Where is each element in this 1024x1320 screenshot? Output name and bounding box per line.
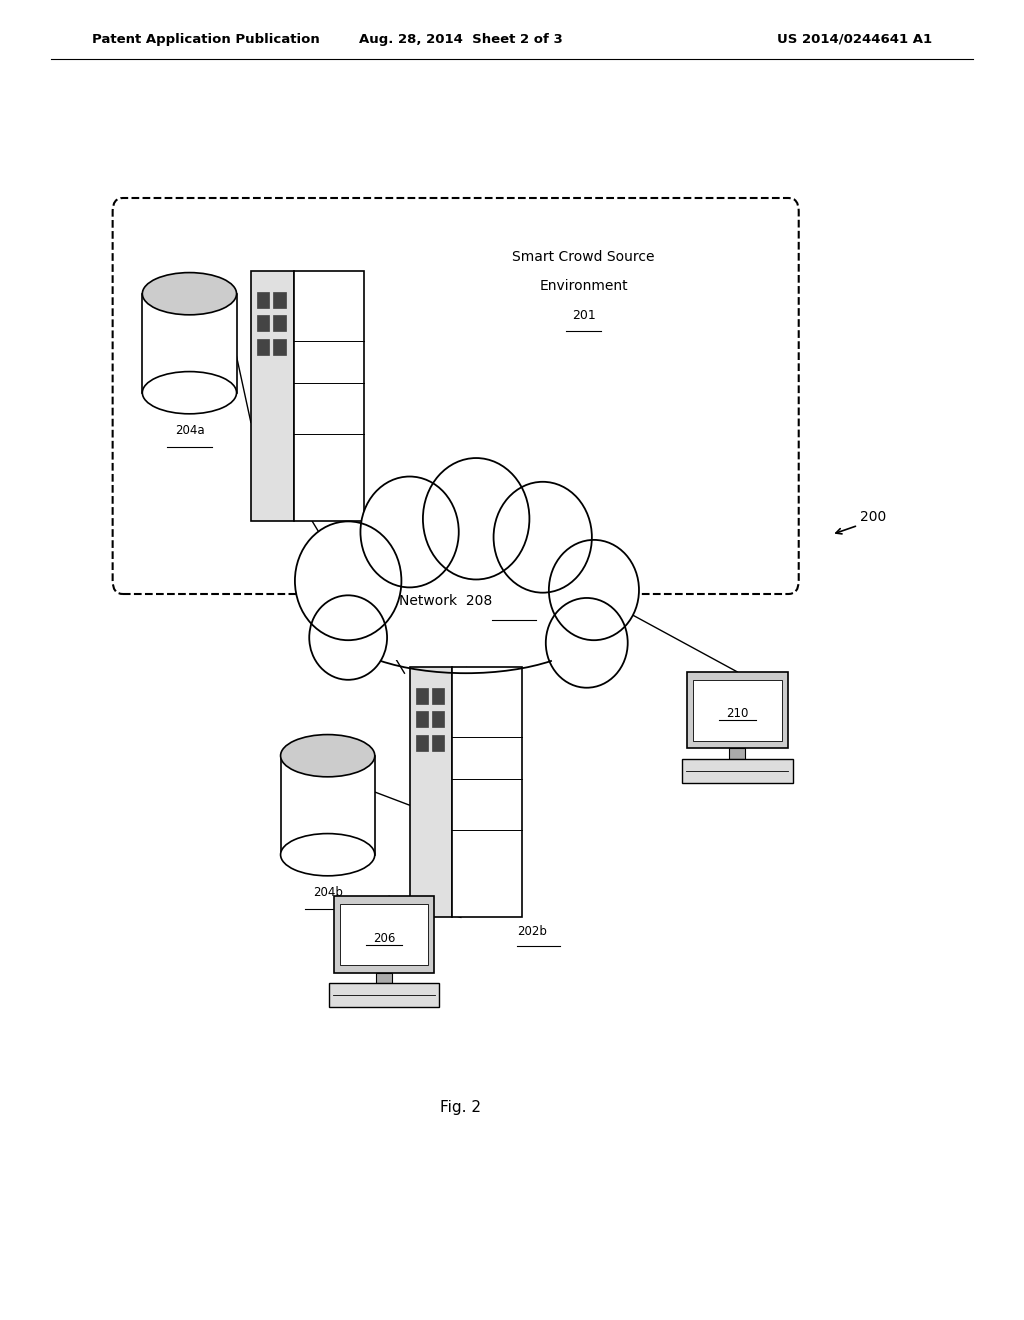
- Text: 200: 200: [860, 511, 887, 524]
- Text: 210: 210: [726, 708, 749, 721]
- Ellipse shape: [281, 834, 375, 876]
- Text: 202b: 202b: [517, 925, 547, 939]
- Ellipse shape: [360, 477, 459, 587]
- FancyBboxPatch shape: [410, 667, 453, 917]
- FancyBboxPatch shape: [343, 607, 589, 660]
- FancyBboxPatch shape: [453, 667, 522, 917]
- Ellipse shape: [338, 524, 594, 651]
- Ellipse shape: [309, 595, 387, 680]
- Ellipse shape: [549, 540, 639, 640]
- FancyBboxPatch shape: [729, 748, 745, 759]
- FancyBboxPatch shape: [693, 680, 781, 741]
- Text: Smart Crowd Source: Smart Crowd Source: [512, 249, 655, 264]
- Text: 204a: 204a: [175, 425, 204, 437]
- Ellipse shape: [423, 458, 529, 579]
- Text: Patent Application Publication: Patent Application Publication: [92, 33, 319, 46]
- FancyBboxPatch shape: [416, 735, 428, 751]
- Text: 204b: 204b: [312, 887, 343, 899]
- FancyBboxPatch shape: [687, 672, 787, 748]
- FancyBboxPatch shape: [273, 339, 286, 355]
- FancyBboxPatch shape: [432, 711, 444, 727]
- FancyBboxPatch shape: [113, 198, 799, 594]
- Ellipse shape: [494, 482, 592, 593]
- FancyBboxPatch shape: [376, 973, 392, 983]
- Ellipse shape: [142, 372, 237, 414]
- FancyBboxPatch shape: [682, 759, 793, 783]
- Text: Network  208: Network 208: [398, 594, 493, 607]
- Text: 206: 206: [373, 932, 395, 945]
- FancyBboxPatch shape: [329, 983, 439, 1007]
- FancyBboxPatch shape: [273, 292, 286, 308]
- FancyBboxPatch shape: [416, 688, 428, 704]
- Text: US 2014/0244641 A1: US 2014/0244641 A1: [777, 33, 932, 46]
- Ellipse shape: [546, 598, 628, 688]
- Text: 202a: 202a: [358, 529, 388, 543]
- FancyBboxPatch shape: [334, 896, 434, 973]
- FancyBboxPatch shape: [257, 315, 269, 331]
- FancyBboxPatch shape: [416, 711, 428, 727]
- FancyBboxPatch shape: [257, 339, 269, 355]
- FancyBboxPatch shape: [251, 271, 294, 521]
- Text: Aug. 28, 2014  Sheet 2 of 3: Aug. 28, 2014 Sheet 2 of 3: [359, 33, 562, 46]
- Ellipse shape: [295, 521, 401, 640]
- Text: 201: 201: [571, 309, 596, 322]
- Text: Environment: Environment: [540, 279, 628, 293]
- Ellipse shape: [281, 734, 375, 777]
- FancyBboxPatch shape: [432, 688, 444, 704]
- FancyBboxPatch shape: [281, 755, 375, 855]
- FancyBboxPatch shape: [432, 735, 444, 751]
- Ellipse shape: [142, 273, 237, 315]
- Text: Fig. 2: Fig. 2: [440, 1101, 481, 1115]
- FancyBboxPatch shape: [142, 294, 237, 393]
- FancyBboxPatch shape: [294, 271, 364, 521]
- FancyBboxPatch shape: [257, 292, 269, 308]
- FancyBboxPatch shape: [338, 565, 594, 651]
- FancyBboxPatch shape: [273, 315, 286, 331]
- FancyBboxPatch shape: [340, 904, 428, 965]
